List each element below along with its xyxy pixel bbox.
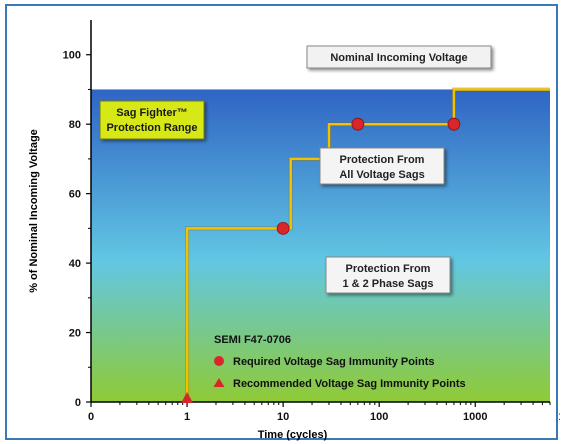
- x-tick-label: 10E4: [558, 411, 560, 423]
- y-tick-label: 80: [69, 119, 81, 131]
- y-tick-label: 60: [69, 189, 81, 201]
- legend-item-required: Required Voltage Sag Immunity Points: [233, 356, 435, 368]
- protection-band: [91, 89, 550, 403]
- all-sags-label-line2: All Voltage Sags: [339, 169, 424, 181]
- x-tick-label: 100: [370, 411, 388, 423]
- required-point: [351, 117, 365, 131]
- x-axis-label: Time (cycles): [258, 429, 328, 441]
- y-axis-label: % of Nominal Incoming Voltage: [28, 129, 40, 293]
- x-tick-label: 10: [277, 411, 289, 423]
- phase-sags-label-line1: Protection From: [346, 263, 431, 275]
- legend-title: SEMI F47-0706: [214, 334, 291, 346]
- y-tick-label: 0: [75, 397, 81, 409]
- sag-fighter-label-line2: Protection Range: [106, 122, 197, 134]
- x-tick-label: 1: [184, 411, 190, 423]
- chart-svg: 0204060801000110100100010E4 % of Nominal…: [28, 20, 560, 441]
- required-point: [276, 221, 290, 235]
- all-sags-label-box: Protection From All Voltage Sags: [319, 147, 445, 185]
- nominal-label-box: Nominal Incoming Voltage: [306, 45, 492, 69]
- all-sags-label-line1: Protection From: [340, 154, 425, 166]
- recommended-point: [181, 392, 194, 403]
- x-tick-label: 1000: [463, 411, 487, 423]
- axes: [90, 20, 550, 403]
- y-tick-label: 20: [69, 328, 81, 340]
- legend-triangle-marker: [213, 378, 225, 387]
- nominal-label: Nominal Incoming Voltage: [330, 52, 467, 64]
- legend-item-recommended: Recommended Voltage Sag Immunity Points: [233, 378, 466, 390]
- y-tick-label: 40: [69, 258, 81, 270]
- chart-frame: 0204060801000110100100010E4 % of Nominal…: [5, 4, 560, 441]
- phase-sags-label-box: Protection From 1 & 2 Phase Sags: [325, 256, 451, 294]
- x-tick-label: 0: [88, 411, 94, 423]
- legend: SEMI F47-0706 Required Voltage Sag Immun…: [213, 334, 466, 390]
- sag-fighter-label-box: Sag Fighter™ Protection Range: [99, 100, 205, 140]
- required-point: [447, 117, 461, 131]
- phase-sags-label-line2: 1 & 2 Phase Sags: [342, 278, 433, 290]
- legend-circle-marker: [214, 356, 224, 366]
- sag-fighter-label-line1: Sag Fighter™: [116, 107, 188, 119]
- y-tick-label: 100: [63, 50, 81, 62]
